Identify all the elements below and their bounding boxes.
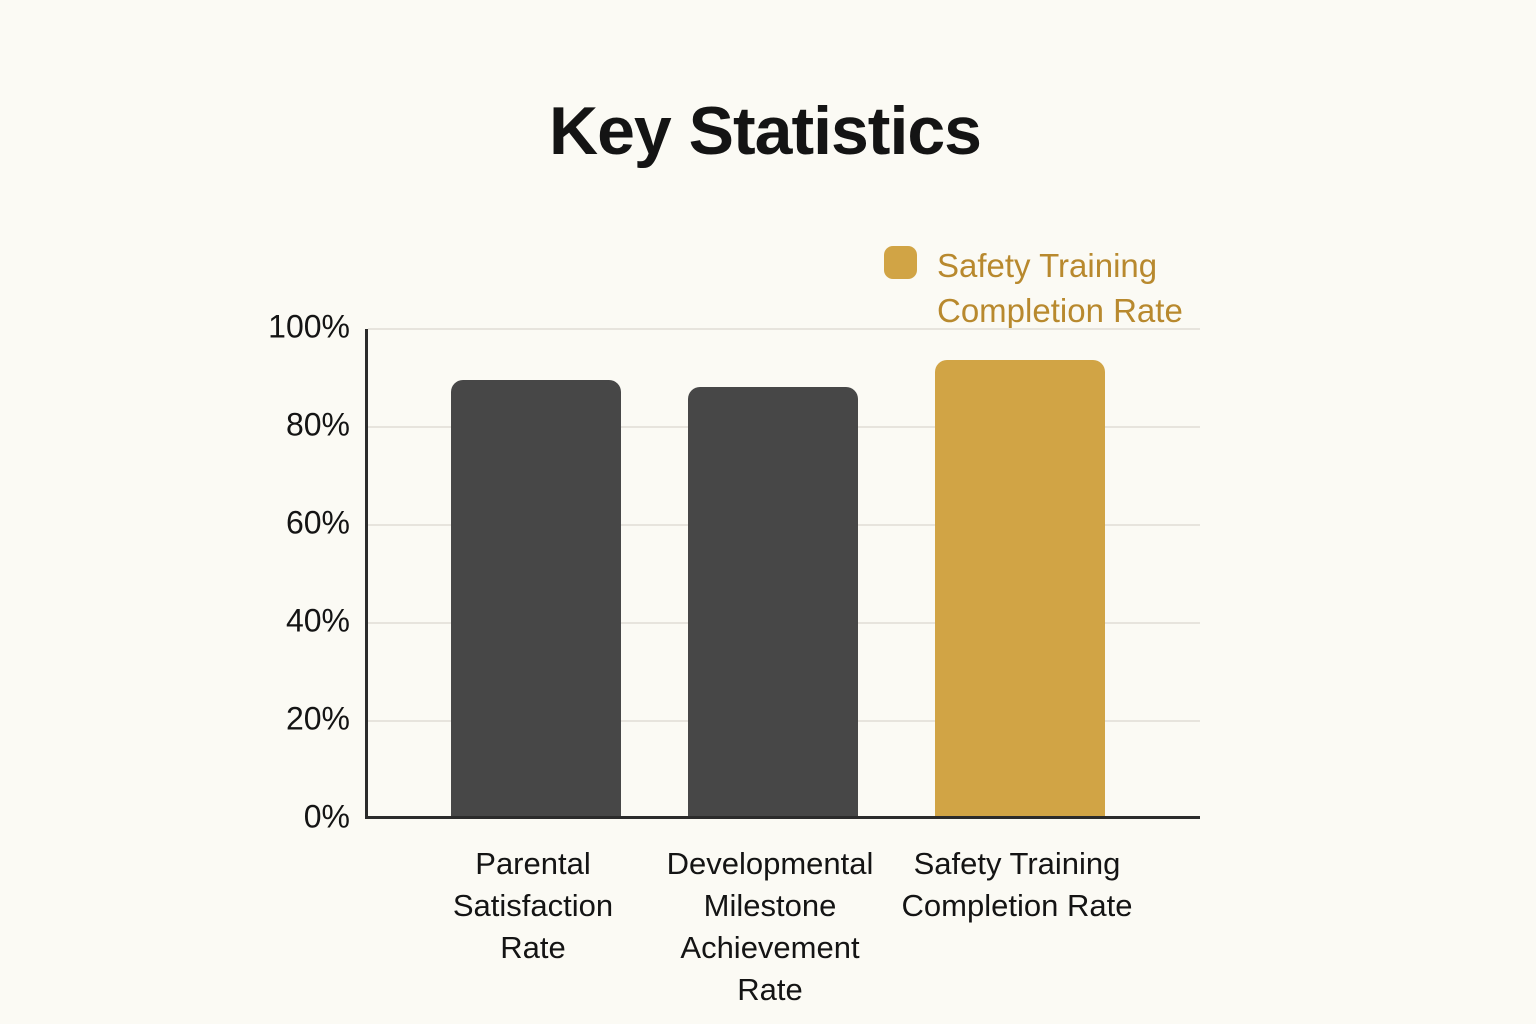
bar-developmental-milestone-achievement-rate <box>688 387 858 816</box>
x-label-line: Safety Training <box>913 846 1121 881</box>
x-label-line: Parental <box>475 846 591 881</box>
y-tick-label-40: 40% <box>285 602 350 639</box>
x-label-line: Achievement <box>680 930 860 965</box>
legend-label: Safety Training Completion Rate <box>937 243 1183 333</box>
x-label-line: Milestone <box>703 888 837 923</box>
gridline-100 <box>368 328 1200 330</box>
x-label-line: Completion Rate <box>901 888 1133 923</box>
legend-label-line: Safety Training <box>937 247 1158 284</box>
x-label-safety-training-completion-rate: Safety Training Completion Rate <box>889 843 1145 927</box>
legend-swatch <box>884 246 917 279</box>
y-tick-label-80: 80% <box>285 406 350 443</box>
plot-area <box>365 328 1200 819</box>
x-label-line: Developmental <box>666 846 874 881</box>
x-label-line: Rate <box>737 972 803 1007</box>
x-label-line: Satisfaction <box>452 888 614 923</box>
x-label-parental-satisfaction-rate: Parental Satisfaction Rate <box>405 843 661 969</box>
x-label-line: Rate <box>500 930 566 965</box>
x-label-developmental-milestone-achievement-rate: Developmental Milestone Achievement Rate <box>642 843 898 1011</box>
y-tick-label-20: 20% <box>285 700 350 737</box>
bar-safety-training-completion-rate <box>935 360 1105 816</box>
y-tick-label-0: 0% <box>303 798 350 835</box>
y-tick-label-100: 100% <box>268 308 350 345</box>
chart-title: Key Statistics <box>549 93 982 169</box>
legend-label-line: Completion Rate <box>937 292 1183 329</box>
bar-parental-satisfaction-rate <box>451 379 621 816</box>
y-tick-label-60: 60% <box>285 504 350 541</box>
legend: Safety Training Completion Rate <box>884 243 1183 333</box>
